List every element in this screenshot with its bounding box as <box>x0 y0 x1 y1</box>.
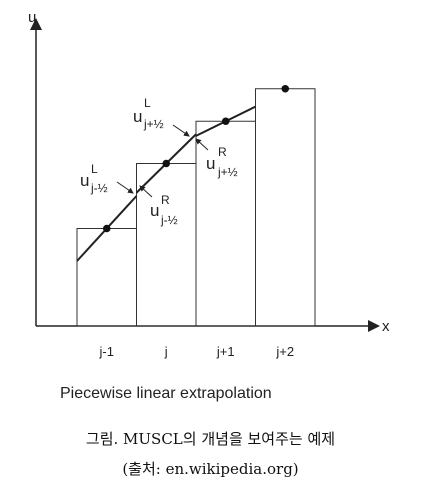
cell-average-point-j+1 <box>221 117 230 126</box>
figure-caption: 그림. MUSCL의 개념을 보여주는 예제 <box>85 430 336 448</box>
annotation-uR-j-plus-half: u R j+½ <box>195 138 238 179</box>
cell-box-j-1 <box>76 228 137 327</box>
svg-text:u: u <box>206 154 215 173</box>
cell-average-point-j+2 <box>281 84 290 93</box>
cell-average-point-j <box>162 159 171 168</box>
svg-text:R: R <box>218 145 227 159</box>
svg-text:j+½: j+½ <box>143 117 164 131</box>
annotation-uL-j-plus-half: u L j+½ <box>133 96 190 137</box>
y-axis-label: u <box>28 9 36 26</box>
cells-layer <box>76 88 316 327</box>
tick-labels: j-1 j j+1 j+2 <box>99 344 295 359</box>
x-axis-label: x <box>382 318 390 335</box>
svg-text:R: R <box>161 193 170 207</box>
cell-average-point-j-1 <box>102 224 111 233</box>
x-tick-label: j <box>164 344 168 359</box>
svg-text:L: L <box>91 162 98 176</box>
cell-box-j <box>136 163 197 327</box>
svg-text:u: u <box>133 107 142 126</box>
svg-text:u: u <box>150 201 159 220</box>
annotation-uR-j-minus-half: u R j-½ <box>139 185 178 227</box>
svg-text:L: L <box>144 96 151 110</box>
chart-title: Piecewise linear extrapolation <box>60 385 272 402</box>
arrow-uL-j-minus-half <box>116 181 134 194</box>
x-tick-label: j+1 <box>216 344 235 359</box>
figure-source: (출처: en.wikipedia.org) <box>122 460 299 478</box>
svg-text:u: u <box>80 171 89 190</box>
svg-text:j-½: j-½ <box>160 213 178 227</box>
arrow-uR-j-minus-half <box>139 185 153 198</box>
annotation-uL-j-minus-half: u L j-½ <box>80 162 134 195</box>
x-tick-label: j-1 <box>99 344 114 359</box>
reconstruction-layer <box>76 84 290 262</box>
cell-box-j+2 <box>255 88 316 327</box>
arrow-uL-j-plus-half <box>172 124 190 137</box>
arrow-uR-j-plus-half <box>195 138 209 151</box>
svg-text:j+½: j+½ <box>217 165 238 179</box>
svg-text:j-½: j-½ <box>90 181 108 195</box>
x-tick-label: j+2 <box>275 344 294 359</box>
